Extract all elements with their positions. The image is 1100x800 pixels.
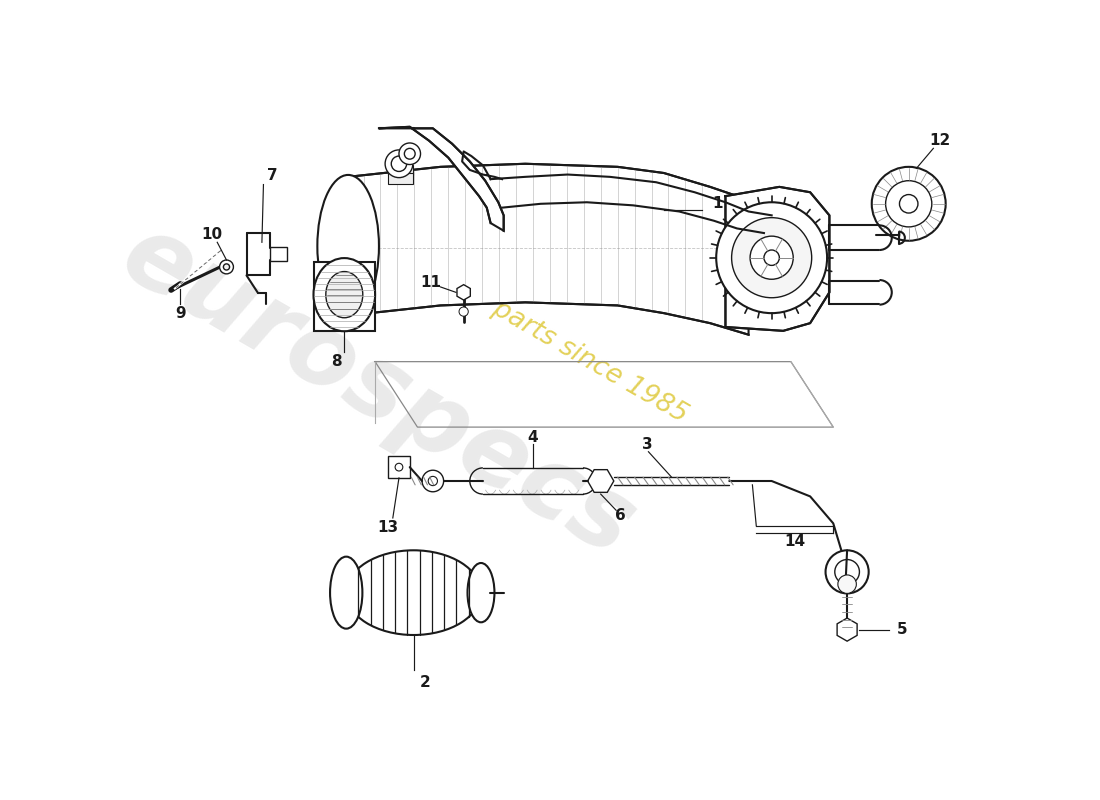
Text: 10: 10 — [201, 227, 222, 242]
Text: eurospecs: eurospecs — [104, 206, 650, 578]
Circle shape — [223, 264, 230, 270]
Text: 5: 5 — [898, 622, 907, 637]
Bar — [270, 247, 286, 261]
Circle shape — [399, 143, 420, 165]
Circle shape — [871, 167, 946, 241]
Polygon shape — [348, 164, 749, 334]
Text: 3: 3 — [641, 438, 652, 452]
Circle shape — [428, 476, 438, 486]
Text: 4: 4 — [528, 430, 538, 445]
Text: 13: 13 — [377, 520, 399, 534]
Circle shape — [392, 156, 407, 171]
Circle shape — [763, 250, 779, 266]
Text: 14: 14 — [784, 534, 805, 549]
Text: 6: 6 — [615, 508, 625, 523]
Circle shape — [825, 550, 869, 594]
Text: a passion for parts since 1985: a passion for parts since 1985 — [334, 207, 692, 429]
Polygon shape — [314, 262, 375, 331]
Bar — [388, 173, 412, 184]
Text: 9: 9 — [175, 306, 186, 321]
Bar — [388, 456, 409, 478]
Circle shape — [838, 575, 856, 594]
Circle shape — [716, 202, 827, 313]
Polygon shape — [378, 126, 504, 230]
Polygon shape — [726, 187, 829, 331]
Ellipse shape — [330, 557, 362, 629]
Ellipse shape — [468, 563, 495, 622]
Circle shape — [750, 236, 793, 279]
Circle shape — [732, 218, 812, 298]
Bar — [388, 166, 412, 174]
Text: 2: 2 — [420, 675, 430, 690]
Circle shape — [886, 181, 932, 227]
Text: 8: 8 — [331, 354, 342, 369]
Circle shape — [385, 150, 412, 178]
Ellipse shape — [317, 175, 378, 318]
Circle shape — [220, 260, 233, 274]
Circle shape — [459, 307, 469, 316]
Circle shape — [835, 559, 859, 584]
Text: 7: 7 — [267, 168, 278, 183]
Circle shape — [395, 463, 403, 471]
Ellipse shape — [314, 258, 375, 331]
Text: 12: 12 — [928, 133, 950, 148]
Text: 1: 1 — [713, 196, 723, 211]
Ellipse shape — [346, 550, 481, 635]
Text: 11: 11 — [421, 275, 442, 290]
Circle shape — [405, 148, 415, 159]
Circle shape — [900, 194, 917, 213]
Circle shape — [422, 470, 443, 492]
Ellipse shape — [326, 271, 363, 318]
